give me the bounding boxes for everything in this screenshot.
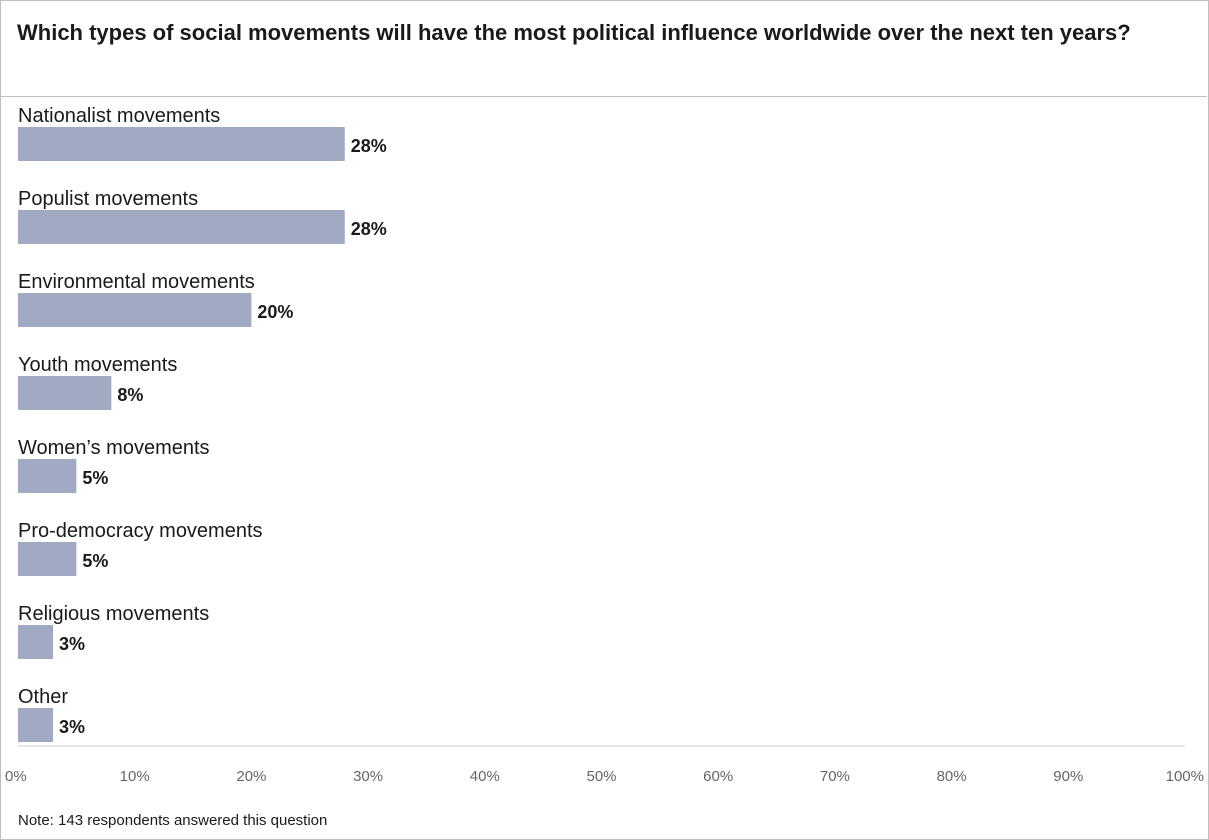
value-label: 28% <box>351 136 387 156</box>
bar-row: Other 3% <box>18 686 85 742</box>
bar-row: Youth movements 8% <box>18 354 177 410</box>
x-tick-label: 50% <box>586 768 616 785</box>
x-tick-label: 10% <box>120 768 150 785</box>
bar-row: Populist movements 28% <box>18 188 387 244</box>
bar <box>18 127 345 161</box>
x-tick-label: 30% <box>353 768 383 785</box>
bar <box>18 459 77 493</box>
x-tick-label: 0% <box>5 768 27 785</box>
value-label: 5% <box>82 468 108 488</box>
category-label: Youth movements <box>18 354 177 376</box>
category-label: Populist movements <box>18 188 198 210</box>
value-label: 3% <box>59 634 85 654</box>
bar <box>18 708 54 742</box>
bar-row: Religious movements 3% <box>18 603 209 659</box>
value-label: 3% <box>59 717 85 737</box>
category-label: Environmental movements <box>18 271 255 293</box>
value-label: 5% <box>82 551 108 571</box>
bar <box>18 210 345 244</box>
bar-row: Nationalist movements 28% <box>18 105 387 161</box>
value-label: 20% <box>257 302 293 322</box>
category-label: Religious movements <box>18 603 209 625</box>
x-tick-label: 70% <box>820 768 850 785</box>
x-tick-label: 100% <box>1166 768 1204 785</box>
x-tick-label: 80% <box>937 768 967 785</box>
x-axis-ticks: 0% 10% 20% 30% 40% 50% 60% 70% 80% 90% 100% <box>5 768 1204 785</box>
title-box: Which types of social movements will hav… <box>0 0 1207 97</box>
bar <box>18 293 252 327</box>
bar-row: Pro-democracy movements 5% <box>18 520 263 576</box>
bar-row: Women’s movements 5% <box>18 437 210 493</box>
chart-title: Which types of social movements will hav… <box>17 20 1131 45</box>
x-tick-label: 60% <box>703 768 733 785</box>
value-label: 28% <box>351 219 387 239</box>
category-label: Pro-democracy movements <box>18 520 263 542</box>
bar <box>18 625 54 659</box>
x-tick-label: 90% <box>1053 768 1083 785</box>
category-label: Nationalist movements <box>18 105 220 127</box>
bar <box>18 376 112 410</box>
x-tick-label: 40% <box>470 768 500 785</box>
x-tick-label: 20% <box>236 768 266 785</box>
category-label: Women’s movements <box>18 437 210 459</box>
category-label: Other <box>18 686 68 708</box>
value-label: 8% <box>117 385 143 405</box>
bar <box>18 542 77 576</box>
footnote: Note: 143 respondents answered this ques… <box>18 812 328 829</box>
